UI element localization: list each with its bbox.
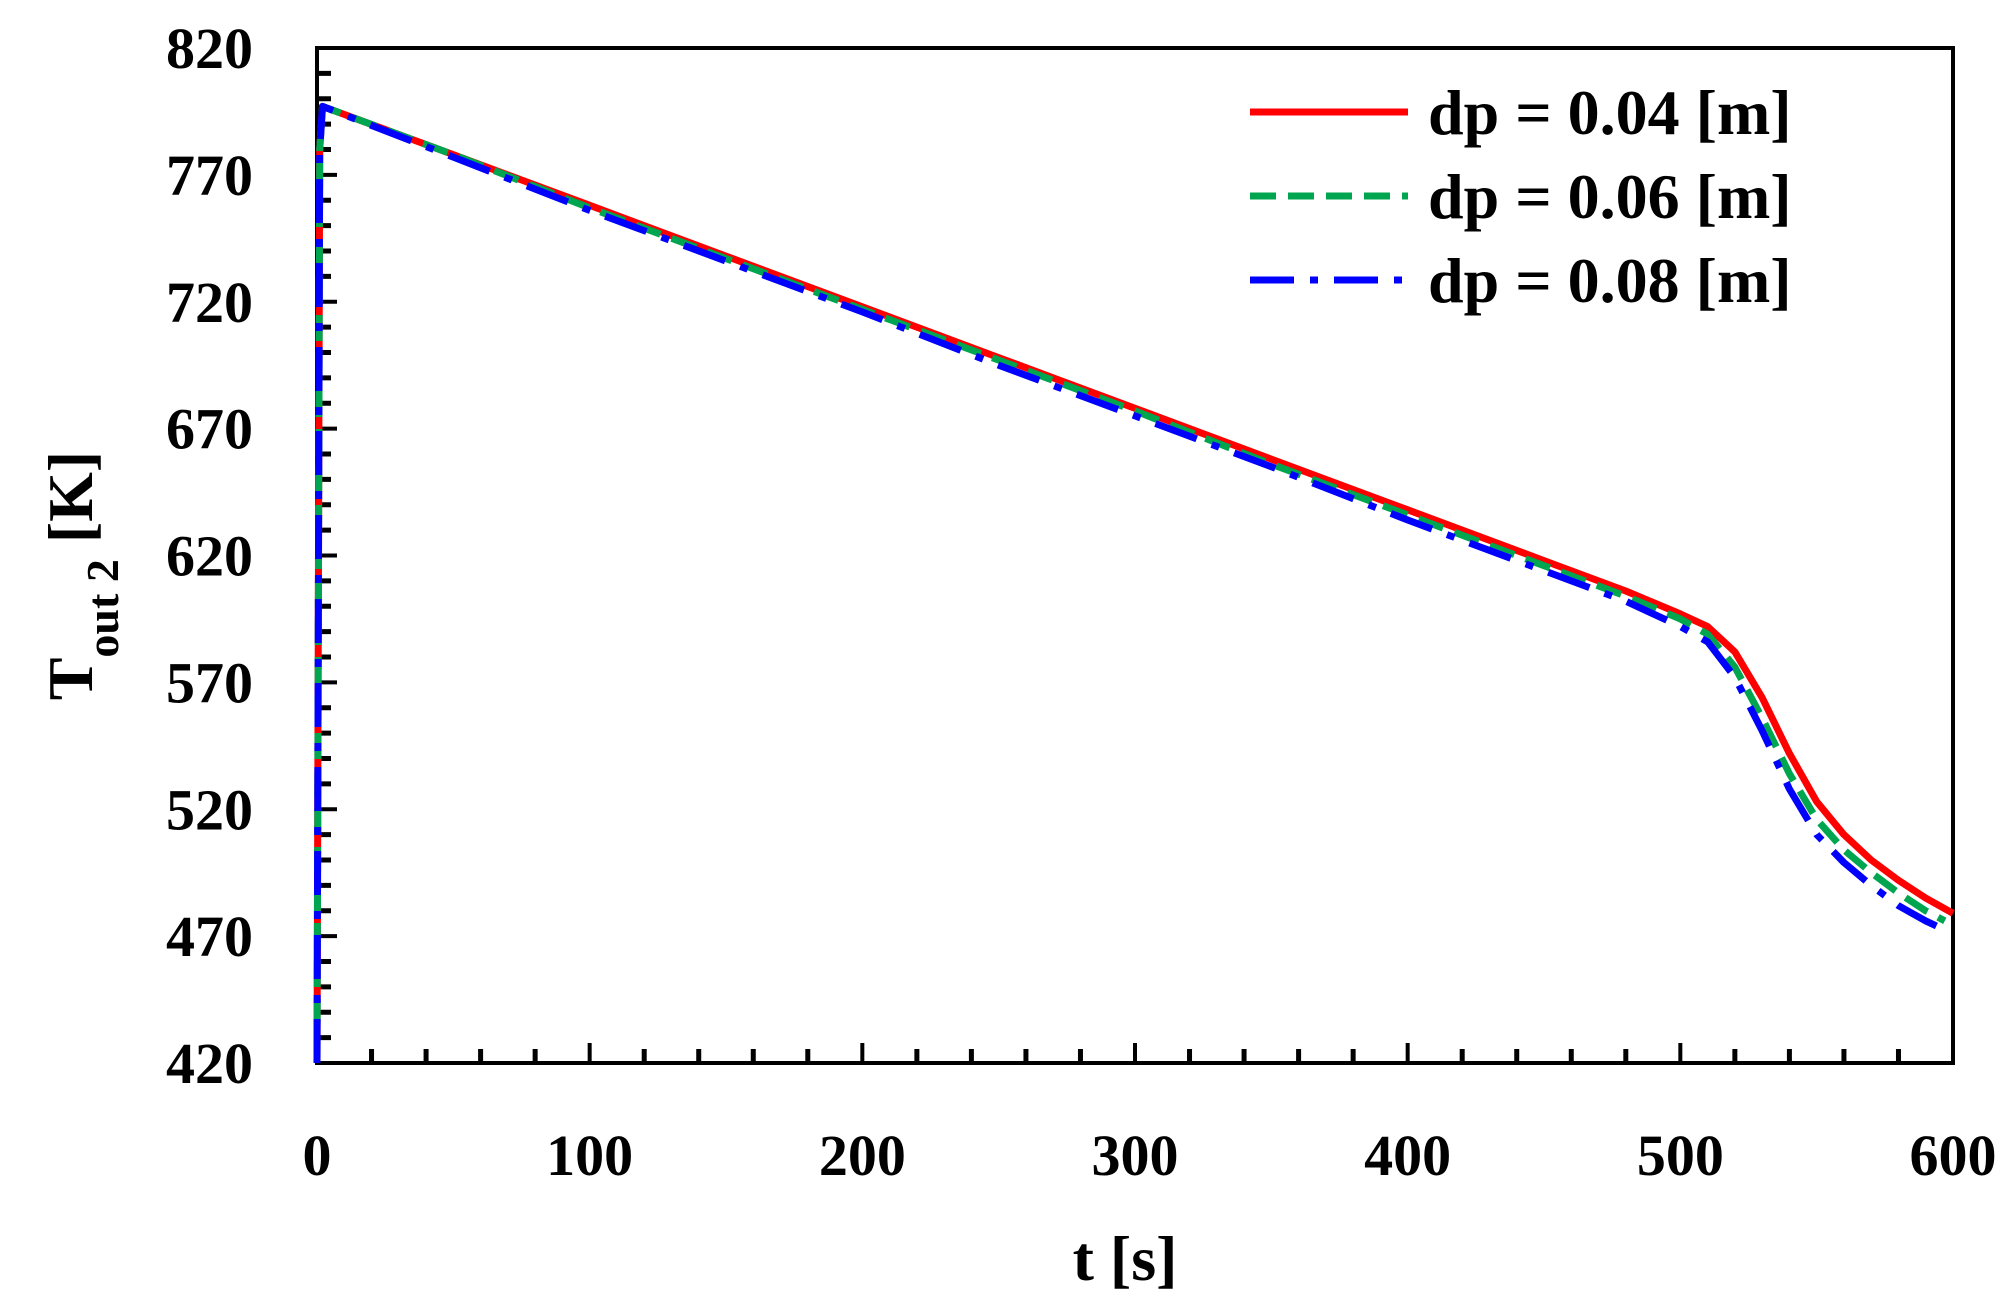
x-tick-label: 100 xyxy=(546,1123,633,1188)
y-tick-label: 670 xyxy=(166,397,253,462)
x-tick-label: 300 xyxy=(1092,1123,1179,1188)
x-tick-label: 600 xyxy=(1910,1123,1997,1188)
y-tick-label: 420 xyxy=(166,1031,253,1096)
x-axis-title: t [s] xyxy=(1073,1223,1178,1294)
y-tick-label: 620 xyxy=(166,524,253,589)
y-axis-title-unit: [K] xyxy=(35,451,106,559)
series-lines xyxy=(313,102,1955,1064)
x-tick-label: 500 xyxy=(1637,1123,1724,1188)
x-tick-label: 200 xyxy=(819,1123,906,1188)
series-line-3 xyxy=(313,102,1939,1064)
y-tick-label: 820 xyxy=(166,16,253,81)
legend-label-3: dp = 0.08 [m] xyxy=(1428,245,1792,316)
x-axis-ticks xyxy=(315,1043,1955,1063)
y-axis-title-subscript: out 2 xyxy=(77,559,128,657)
y-axis-tick-labels: 420 470 520 570 620 670 720 770 820 xyxy=(166,16,253,1096)
legend: dp = 0.04 [m] dp = 0.06 [m] dp = 0.08 [m] xyxy=(1250,77,1792,316)
y-tick-label: 520 xyxy=(166,777,253,842)
y-tick-label: 770 xyxy=(166,143,253,208)
x-axis-tick-labels: 0 100 200 300 400 500 600 xyxy=(303,1123,1997,1188)
y-tick-label: 720 xyxy=(166,270,253,335)
y-axis-title: Tout 2 [K] xyxy=(35,451,128,701)
legend-label-2: dp = 0.06 [m] xyxy=(1428,161,1792,232)
y-tick-label: 570 xyxy=(166,650,253,715)
legend-label-1: dp = 0.04 [m] xyxy=(1428,77,1792,148)
x-tick-label: 0 xyxy=(303,1123,332,1188)
y-tick-label: 470 xyxy=(166,904,253,969)
x-tick-label: 400 xyxy=(1364,1123,1451,1188)
y-axis-title-main: T xyxy=(35,658,106,701)
